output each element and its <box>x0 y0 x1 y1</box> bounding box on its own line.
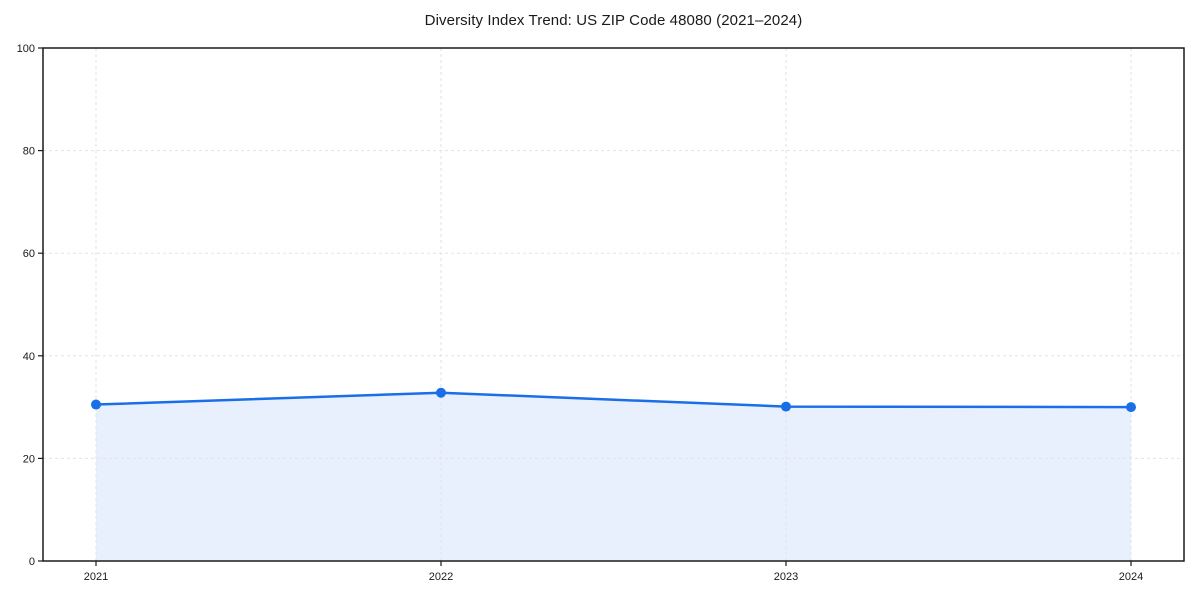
data-point <box>91 399 101 410</box>
data-point <box>781 401 791 412</box>
y-tick-label: 80 <box>23 146 35 158</box>
area-fill <box>96 392 1131 561</box>
y-tick-label: 60 <box>23 248 35 260</box>
x-tick-label: 2022 <box>429 571 453 583</box>
y-tick-label: 0 <box>29 556 35 568</box>
trend-line <box>94 391 1133 409</box>
x-tick-label: 2023 <box>774 571 798 583</box>
y-tick-label: 20 <box>23 453 35 465</box>
y-tick-label: 100 <box>17 43 35 55</box>
x-tick-label: 2024 <box>1119 571 1143 583</box>
plot-border <box>42 47 1185 562</box>
chart-title: Diversity Index Trend: US ZIP Code 48080… <box>424 12 803 29</box>
data-point <box>1126 402 1136 413</box>
y-tick-label: 40 <box>23 351 35 363</box>
data-point <box>436 387 446 398</box>
x-tick-label: 2021 <box>84 571 108 583</box>
